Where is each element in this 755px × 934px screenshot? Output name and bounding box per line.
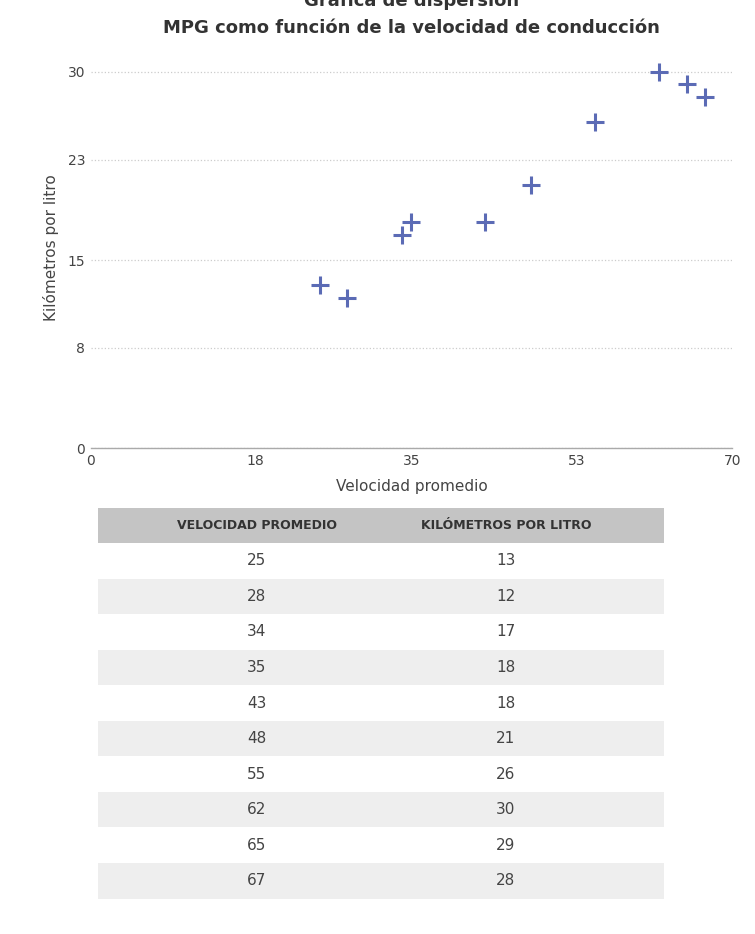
- Point: [314, 277, 326, 292]
- X-axis label: Velocidad promedio: Velocidad promedio: [336, 479, 487, 494]
- Bar: [98, 721, 664, 757]
- Text: 25: 25: [247, 554, 267, 569]
- Point: [589, 115, 601, 130]
- Point: [699, 90, 711, 105]
- Point: [680, 77, 692, 92]
- Point: [396, 228, 408, 243]
- Bar: [98, 650, 664, 686]
- Point: [341, 290, 353, 305]
- Text: 35: 35: [247, 660, 267, 675]
- Text: 67: 67: [247, 873, 267, 888]
- Text: 48: 48: [247, 731, 267, 746]
- Text: 21: 21: [496, 731, 516, 746]
- Bar: [98, 757, 664, 792]
- Bar: [98, 508, 664, 544]
- Text: 13: 13: [496, 554, 516, 569]
- Bar: [98, 863, 664, 899]
- Title: Gráfica de dispersión
MPG como función de la velocidad de conducción: Gráfica de dispersión MPG como función d…: [163, 0, 660, 36]
- Text: 26: 26: [496, 767, 516, 782]
- Text: 18: 18: [496, 660, 516, 675]
- Text: VELOCIDAD PROMEDIO: VELOCIDAD PROMEDIO: [177, 519, 337, 531]
- Point: [479, 215, 491, 230]
- Point: [653, 64, 665, 79]
- Text: 62: 62: [247, 802, 267, 817]
- Point: [525, 177, 537, 192]
- Text: 12: 12: [496, 589, 516, 604]
- Text: 43: 43: [247, 696, 267, 711]
- Text: 65: 65: [247, 838, 267, 853]
- Text: 55: 55: [247, 767, 267, 782]
- Bar: [98, 579, 664, 615]
- Bar: [98, 615, 664, 650]
- Text: 17: 17: [496, 625, 516, 640]
- Text: 30: 30: [496, 802, 516, 817]
- Y-axis label: Kilómetros por litro: Kilómetros por litro: [43, 174, 59, 321]
- Bar: [98, 828, 664, 863]
- Bar: [98, 544, 664, 579]
- Bar: [98, 686, 664, 721]
- Text: 34: 34: [247, 625, 267, 640]
- Text: 18: 18: [496, 696, 516, 711]
- Text: KILÓMETROS POR LITRO: KILÓMETROS POR LITRO: [421, 519, 591, 531]
- Bar: [98, 792, 664, 828]
- Point: [405, 215, 418, 230]
- Text: 29: 29: [496, 838, 516, 853]
- Text: 28: 28: [496, 873, 516, 888]
- Text: 28: 28: [247, 589, 267, 604]
